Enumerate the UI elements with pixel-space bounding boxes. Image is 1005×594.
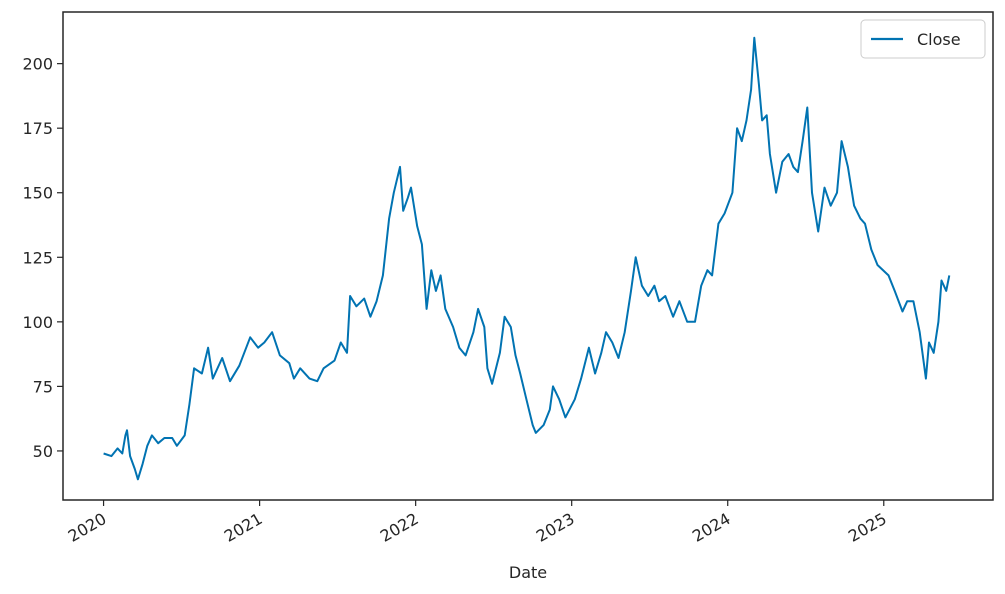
plot-frame — [62, 11, 994, 501]
line-series — [103, 36, 951, 481]
y-tick-label: 75 — [33, 377, 53, 396]
legend-box — [860, 19, 986, 59]
legend-label: Close — [917, 30, 961, 49]
x-tick-label: 2020 — [65, 509, 110, 546]
x-tick-label: 2023 — [533, 509, 578, 546]
x-axis-label: Date — [509, 563, 547, 582]
y-tick-label: 200 — [22, 55, 53, 74]
x-tick-label: 2024 — [689, 509, 734, 546]
y-tick-label: 50 — [33, 442, 53, 461]
y-tick-label: 125 — [22, 248, 53, 267]
x-tick-label: 2025 — [845, 509, 890, 546]
x-tick-label: 2022 — [377, 509, 422, 546]
y-tick-label: 150 — [22, 184, 53, 203]
y-tick-label: 175 — [22, 119, 53, 138]
x-tick-label: 2021 — [221, 509, 266, 546]
y-tick-label: 100 — [22, 313, 53, 332]
